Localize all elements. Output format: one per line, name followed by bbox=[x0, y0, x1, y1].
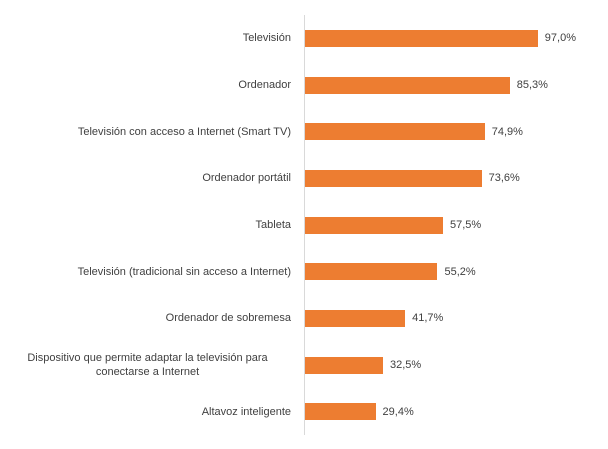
bar bbox=[305, 216, 443, 234]
plot-cell: 41,7% bbox=[305, 309, 608, 327]
value-label: 74,9% bbox=[491, 125, 523, 138]
category-label: Ordenador de sobremesa bbox=[165, 312, 291, 325]
chart-row: Altavoz inteligente 29,4% bbox=[0, 388, 608, 435]
value-label: 85,3% bbox=[516, 79, 548, 91]
value-label: 32,5% bbox=[390, 359, 422, 372]
bar bbox=[305, 29, 538, 47]
plot-cell: 73,6% bbox=[305, 169, 608, 187]
chart-row: Televisión (tradicional sin acceso a Int… bbox=[0, 248, 608, 295]
bar-chart-rows: Televisión 97,0% Ordenador 85,3% Televisión … bbox=[0, 15, 608, 435]
category-label: Televisión con acceso a Internet (Smart … bbox=[77, 125, 291, 138]
bar bbox=[305, 309, 406, 327]
category-label: Tableta bbox=[255, 219, 291, 232]
bar bbox=[305, 76, 510, 94]
value-label: 29,4% bbox=[382, 405, 414, 418]
chart-row: Dispositivo que permite adaptar la telev… bbox=[0, 342, 608, 389]
bar bbox=[305, 356, 383, 374]
chart-row: Televisión con acceso a Internet (Smart … bbox=[0, 108, 608, 155]
category-label: Televisión bbox=[242, 32, 291, 45]
chart-row: Tableta 57,5% bbox=[0, 202, 608, 249]
plot-cell: 57,5% bbox=[305, 216, 608, 234]
category-label: Ordenador bbox=[238, 79, 291, 91]
category-label: Ordenador portátil bbox=[202, 172, 291, 185]
chart-row: Ordenador 85,3% bbox=[0, 62, 608, 109]
bar bbox=[305, 263, 438, 281]
plot-cell: 97,0% bbox=[305, 29, 608, 47]
plot-cell: 29,4% bbox=[305, 403, 608, 421]
value-label: 73,6% bbox=[488, 172, 520, 185]
plot-cell: 74,9% bbox=[305, 123, 608, 141]
bar bbox=[305, 169, 482, 187]
bar bbox=[305, 123, 485, 141]
value-label: 41,7% bbox=[412, 312, 444, 325]
category-label: Altavoz inteligente bbox=[201, 405, 291, 418]
plot-cell: 55,2% bbox=[305, 263, 608, 281]
bar bbox=[305, 403, 376, 421]
chart-row: Ordenador de sobremesa 41,7% bbox=[0, 295, 608, 342]
category-axis-line bbox=[304, 15, 305, 435]
value-label: 57,5% bbox=[450, 219, 482, 232]
category-label: Dispositivo que permite adaptar la telev… bbox=[27, 352, 268, 379]
value-label: 55,2% bbox=[444, 265, 476, 278]
category-label: Televisión (tradicional sin acceso a Int… bbox=[77, 265, 291, 278]
plot-cell: 85,3% bbox=[305, 76, 608, 94]
chart-row: Televisión 97,0% bbox=[0, 15, 608, 62]
chart-row: Ordenador portátil 73,6% bbox=[0, 155, 608, 202]
plot-cell: 32,5% bbox=[305, 356, 608, 374]
value-label: 97,0% bbox=[544, 32, 576, 45]
